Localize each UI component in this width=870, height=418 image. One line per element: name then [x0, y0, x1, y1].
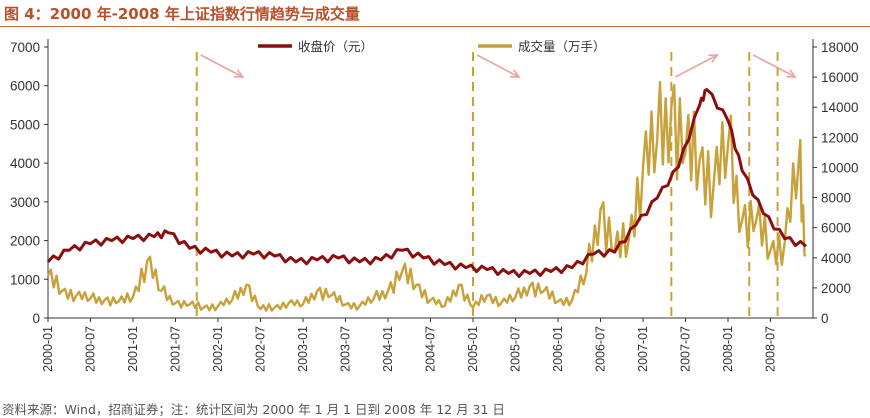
- x-tick-label: 2000-07: [84, 326, 98, 372]
- trend-arrow: [752, 54, 797, 78]
- left-tick-label: 5000: [10, 117, 40, 132]
- left-tick-label: 6000: [10, 79, 40, 94]
- legend-label-volume: 成交量（万手）: [518, 39, 606, 54]
- trend-arrow-shaft: [476, 54, 520, 78]
- right-tick-label: 18000: [821, 40, 859, 55]
- legend: 收盘价（元） 成交量（万手）: [258, 39, 606, 54]
- x-tick-label: 2001-01: [126, 326, 140, 372]
- x-tick-label: 2004-07: [424, 326, 438, 372]
- right-tick-label: 4000: [821, 251, 851, 266]
- trend-arrow: [476, 54, 521, 78]
- right-tick-label: 10000: [821, 160, 859, 175]
- left-tick-label: 1000: [10, 272, 40, 287]
- x-tick-label: 2007-07: [679, 326, 693, 372]
- x-tick-label: 2006-07: [594, 326, 608, 372]
- trend-arrow: [200, 54, 245, 78]
- legend-label-close: 收盘价（元）: [298, 39, 373, 54]
- right-tick-label: 2000: [821, 281, 851, 296]
- right-tick-label: 12000: [821, 130, 859, 145]
- right-tick-label: 0: [821, 311, 829, 326]
- x-tick-label: 2006-01: [551, 326, 565, 372]
- right-tick-label: 6000: [821, 221, 851, 236]
- trend-arrow-head: [509, 69, 521, 78]
- x-tick-label: 2005-07: [509, 326, 523, 372]
- left-tick-label: 4000: [10, 156, 40, 171]
- left-tick-label: 2000: [10, 234, 40, 249]
- x-tick-label: 2002-01: [211, 326, 225, 372]
- trend-arrow-head: [786, 69, 797, 78]
- title-rule: [0, 26, 870, 27]
- left-tick-label: 3000: [10, 195, 40, 210]
- volume-series-line: [46, 80, 807, 312]
- right-tick-label: 8000: [821, 191, 851, 206]
- left-tick-label: 7000: [10, 40, 40, 55]
- trend-arrow-shaft: [200, 54, 244, 78]
- x-tick-label: 2008-01: [721, 326, 735, 372]
- x-tick-label: 2004-01: [381, 326, 395, 372]
- left-tick-label: 0: [32, 311, 40, 326]
- x-tick-label: 2005-01: [466, 326, 480, 372]
- x-tick-label: 2003-01: [296, 326, 310, 372]
- trend-arrow-shaft: [752, 54, 796, 78]
- x-tick-label: 2007-01: [636, 326, 650, 372]
- source-note: 资料来源：Wind，招商证券；注：统计区间为 2000 年 1 月 1 日到 2…: [2, 402, 505, 417]
- right-tick-label: 16000: [821, 70, 859, 85]
- trend-arrow-head: [708, 54, 719, 63]
- x-tick-label: 2001-07: [169, 326, 183, 372]
- x-tick-label: 2008-07: [764, 326, 778, 372]
- close-series-line: [46, 88, 807, 278]
- trend-arrow-head: [233, 69, 245, 78]
- chart-title: 图 4：2000 年-2008 年上证指数行情趋势与成交量: [4, 5, 360, 23]
- right-tick-label: 14000: [821, 100, 859, 115]
- x-tick-label: 2003-07: [339, 326, 353, 372]
- trend-arrow-shaft: [674, 54, 718, 78]
- chart-canvas: 0 1000 2000 3000 4000 5000 6000 7000 0 2000 4000 60…: [10, 39, 859, 372]
- x-tick-label: 2000-01: [41, 326, 55, 372]
- x-tick-label: 2002-07: [254, 326, 268, 372]
- trend-arrow: [674, 54, 719, 78]
